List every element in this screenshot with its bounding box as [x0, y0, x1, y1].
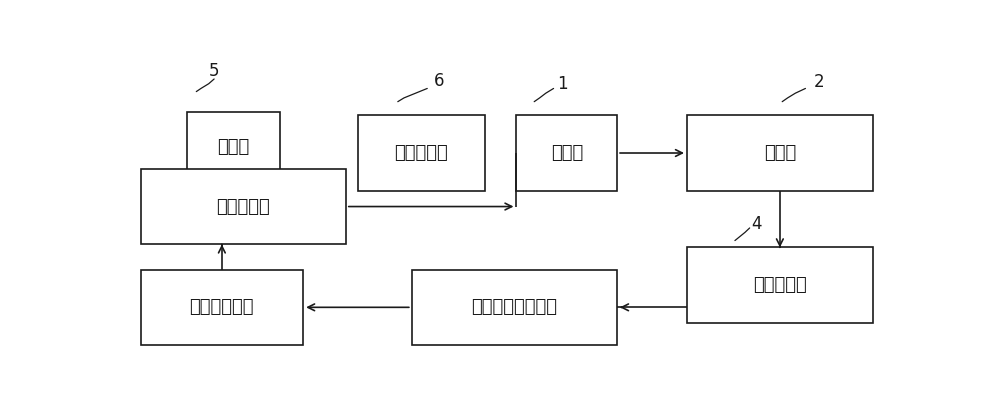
Bar: [140, 169, 346, 244]
Text: 6: 6: [434, 72, 444, 90]
Bar: [412, 270, 617, 345]
Text: 4: 4: [751, 215, 762, 233]
Text: 过滤池: 过滤池: [551, 144, 583, 162]
Text: 5: 5: [209, 62, 219, 80]
Text: 净水池: 净水池: [764, 144, 796, 162]
Text: 设备冷却废水: 设备冷却废水: [190, 298, 254, 316]
Bar: [358, 115, 485, 191]
Bar: [140, 270, 303, 345]
Text: 1: 1: [558, 75, 568, 93]
Text: 搅匀泵: 搅匀泵: [217, 138, 250, 156]
Text: 稀释搅匀池: 稀释搅匀池: [216, 198, 270, 216]
Text: 生产车间设备冷却: 生产车间设备冷却: [471, 298, 557, 316]
Bar: [687, 115, 873, 191]
Bar: [187, 112, 280, 181]
Bar: [516, 115, 617, 191]
Text: 净水提升泵: 净水提升泵: [753, 276, 807, 294]
Text: 2: 2: [813, 73, 824, 91]
Bar: [687, 247, 873, 323]
Text: 污水提升泵: 污水提升泵: [395, 144, 448, 162]
